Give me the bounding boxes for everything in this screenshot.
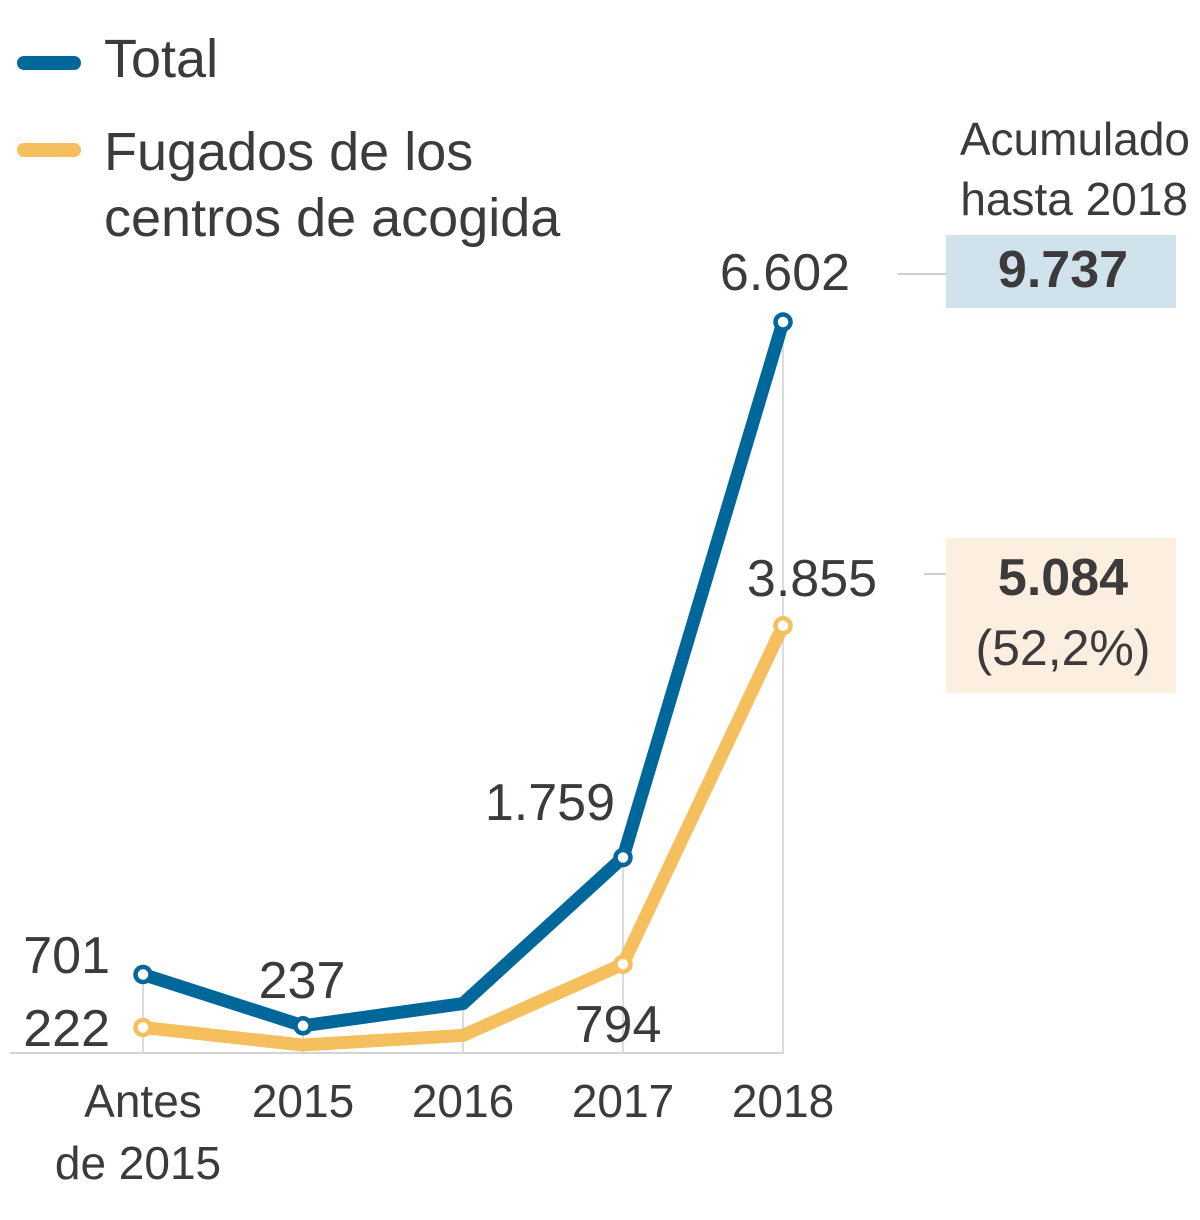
series-lines: [136, 315, 790, 1052]
point-marker-fugados-0: [133, 1017, 153, 1038]
total-accumulated-box: [946, 235, 1176, 308]
data-label-total-4: 6.602: [720, 244, 850, 302]
x-tick-label-2: 2016: [412, 1075, 514, 1127]
series-line-total: [136, 315, 790, 1033]
x-tick-label-0-line2: de 2015: [55, 1137, 221, 1189]
accumulated-title-line1: Acumulado: [960, 113, 1190, 165]
x-axis-ticks: Antes de 2015 2015 2016 2017 2018: [55, 1075, 834, 1189]
accumulated-annotation: Acumulado hasta 2018 9.737 5.084 (52,2%): [898, 113, 1190, 693]
legend-label-fugados-line1: Fugados de los: [104, 122, 473, 182]
accumulated-title-line2: hasta 2018: [960, 173, 1188, 225]
point-marker-total-1: [293, 1016, 313, 1036]
series-markers: [133, 312, 793, 1038]
legend-label-fugados-line2: centros de acogida: [104, 188, 561, 248]
data-labels: 701 237 1.759 6.602 222 794 3.855: [23, 244, 877, 1058]
fugados-accumulated-box: [946, 538, 1176, 693]
data-label-fugados-0: 222: [23, 1000, 110, 1058]
data-label-fugados-3: 794: [575, 996, 662, 1054]
x-tick-label-4: 2018: [732, 1075, 834, 1127]
series-line-fugados: [136, 619, 790, 1052]
data-label-total-3: 1.759: [485, 774, 615, 832]
legend-label-total: Total: [104, 29, 218, 89]
legend: Total Fugados de los centros de acogida: [17, 29, 561, 248]
fugados-accumulated-percent: (52,2%): [975, 620, 1150, 676]
data-label-total-1: 237: [259, 952, 346, 1010]
gridlines: [142, 322, 784, 1052]
x-tick-label-3: 2017: [572, 1075, 674, 1127]
point-marker-total-4: [773, 312, 793, 332]
x-tick-label-1: 2015: [252, 1075, 354, 1127]
point-marker-fugados-3: [613, 954, 633, 974]
fugados-accumulated-value: 5.084: [998, 549, 1128, 607]
point-marker-total-3: [613, 847, 633, 868]
data-label-total-0: 701: [23, 927, 110, 985]
point-marker-total-0: [133, 964, 153, 985]
data-label-fugados-4: 3.855: [747, 550, 877, 608]
point-marker-fugados-4: [773, 615, 793, 636]
x-tick-label-0-line1: Antes: [84, 1075, 202, 1127]
total-accumulated-value: 9.737: [998, 241, 1128, 299]
